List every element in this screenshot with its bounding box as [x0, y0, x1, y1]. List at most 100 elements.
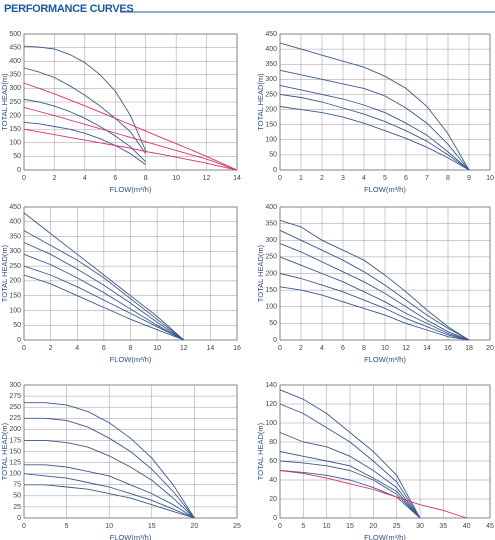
y-tick-label: 400 — [265, 204, 277, 211]
x-tick-label: 0 — [278, 523, 282, 530]
y-tick-label: 150 — [9, 448, 21, 455]
x-axis-label: FLOW(m³/h) — [364, 185, 406, 194]
curve — [279, 243, 470, 341]
x-tick-label: 6 — [404, 175, 408, 182]
curve — [279, 256, 470, 341]
curve — [279, 93, 470, 171]
x-tick-label: 10 — [153, 345, 161, 352]
curve — [279, 470, 467, 519]
y-tick-label: 200 — [9, 112, 21, 119]
y-tick-label: 100 — [265, 137, 277, 144]
chart-panel: 0 50 100 150 200 250 300 350 400 0 2 4 6 8 10 12 14 16 18 2… — [256, 204, 494, 364]
y-tick-label: 200 — [9, 278, 21, 285]
curve — [23, 121, 146, 165]
x-tick-label: 9 — [467, 175, 471, 182]
plot-frame — [279, 33, 491, 171]
y-tick-label: 0 — [273, 337, 277, 344]
y-tick-label: 25 — [13, 504, 21, 511]
y-tick-label: 250 — [9, 404, 21, 411]
y-tick-label: 120 — [265, 401, 277, 408]
curve — [24, 464, 195, 519]
x-tick-label: 8 — [144, 175, 148, 182]
x-tick-label: 40 — [463, 523, 471, 530]
x-tick-label: 12 — [402, 345, 410, 352]
chart-panel: 0 20 40 60 80 100 120 140 0 5 10 15 20 25 30 35 40 45 FLOW… — [256, 382, 494, 540]
x-tick-label: 0 — [278, 175, 282, 182]
curve — [23, 98, 147, 163]
x-tick-label: 10 — [172, 175, 180, 182]
curve — [279, 69, 470, 171]
plot-frame — [23, 384, 238, 519]
curve — [23, 230, 185, 341]
x-tick-label: 35 — [439, 523, 447, 530]
x-tick-label: 2 — [52, 175, 56, 182]
curve — [23, 242, 185, 341]
plot-frame — [23, 206, 238, 341]
x-tick-label: 18 — [465, 345, 473, 352]
x-axis-label: FLOW(m³/h) — [110, 355, 152, 364]
y-tick-label: 200 — [265, 270, 277, 277]
y-tick-label: 400 — [265, 46, 277, 53]
curve — [23, 106, 238, 171]
x-tick-label: 0 — [22, 345, 26, 352]
curve — [24, 402, 195, 519]
x-tick-label: 45 — [486, 523, 494, 530]
y-tick-label: 250 — [9, 263, 21, 270]
curve — [23, 45, 147, 152]
y-tick-label: 350 — [265, 220, 277, 227]
y-tick-label: 500 — [9, 31, 21, 38]
y-tick-label: 200 — [9, 426, 21, 433]
y-tick-label: 100 — [265, 304, 277, 311]
y-tick-label: 250 — [265, 254, 277, 261]
x-tick-label: 20 — [486, 345, 494, 352]
y-tick-label: 175 — [9, 437, 21, 444]
y-tick-label: 60 — [269, 458, 277, 465]
x-axis-label: FLOW(m³/h) — [364, 355, 406, 364]
y-tick-label: 80 — [269, 439, 277, 446]
x-tick-label: 6 — [102, 345, 106, 352]
y-tick-label: 100 — [9, 307, 21, 314]
y-tick-label: 450 — [9, 204, 21, 211]
curve — [24, 439, 195, 519]
y-tick-label: 50 — [13, 322, 21, 329]
x-tick-label: 5 — [65, 523, 69, 530]
x-tick-label: 16 — [444, 345, 452, 352]
x-tick-label: 20 — [369, 523, 377, 530]
x-tick-label: 8 — [446, 175, 450, 182]
x-tick-label: 10 — [381, 345, 389, 352]
x-axis-label: FLOW(m³/h) — [110, 185, 152, 194]
curve — [23, 265, 185, 341]
x-tick-label: 15 — [346, 523, 354, 530]
x-tick-label: 8 — [362, 345, 366, 352]
y-tick-label: 0 — [17, 337, 21, 344]
y-tick-label: 150 — [9, 126, 21, 133]
x-tick-label: 10 — [323, 523, 331, 530]
curve — [23, 128, 238, 171]
curve — [279, 286, 470, 341]
x-tick-label: 1 — [299, 175, 303, 182]
curve — [279, 42, 470, 171]
y-tick-label: 450 — [265, 31, 277, 38]
y-tick-label: 50 — [13, 493, 21, 500]
x-tick-label: 0 — [22, 523, 26, 530]
y-tick-label: 300 — [265, 76, 277, 83]
y-axis-label: TOTAL HEAD(m) — [256, 73, 265, 131]
curve — [279, 84, 470, 171]
x-tick-label: 4 — [83, 175, 87, 182]
curve — [279, 403, 421, 519]
y-axis-label: TOTAL HEAD(m) — [256, 244, 265, 302]
x-tick-label: 4 — [320, 345, 324, 352]
y-tick-label: 300 — [9, 248, 21, 255]
x-tick-label: 10 — [105, 523, 113, 530]
y-tick-label: 50 — [269, 320, 277, 327]
y-tick-label: 275 — [9, 393, 21, 400]
y-tick-label: 200 — [265, 106, 277, 113]
curve — [279, 432, 421, 519]
y-tick-label: 350 — [9, 72, 21, 79]
x-tick-label: 6 — [341, 345, 345, 352]
curve — [279, 389, 421, 519]
x-tick-label: 2 — [299, 345, 303, 352]
y-tick-label: 350 — [9, 233, 21, 240]
